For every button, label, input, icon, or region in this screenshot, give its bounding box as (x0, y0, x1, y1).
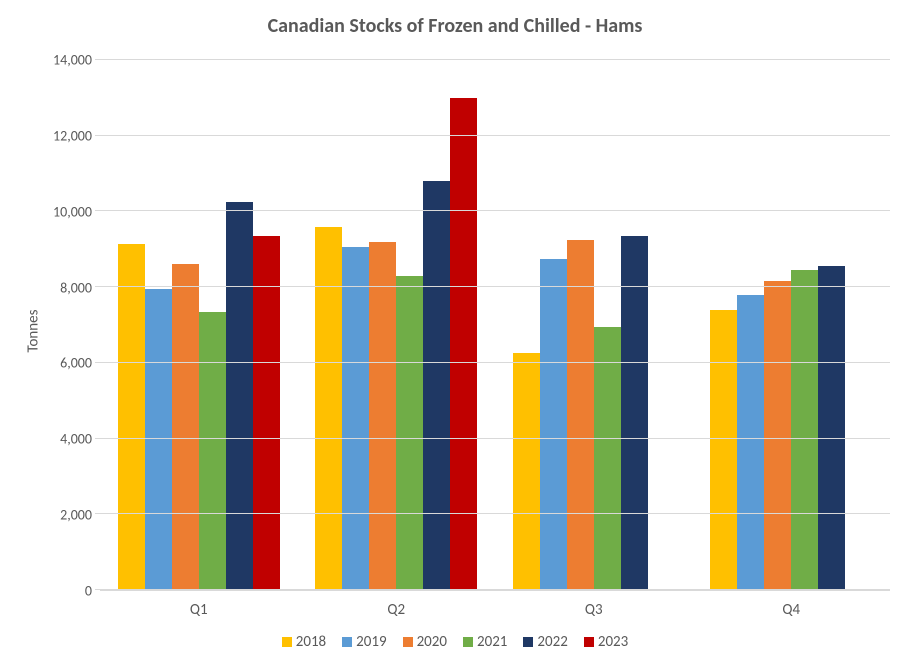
bar (396, 276, 423, 590)
bar-group (100, 60, 298, 590)
bar (450, 98, 477, 590)
y-tickmark (95, 438, 100, 439)
bar (764, 281, 791, 590)
legend-swatch (584, 637, 594, 647)
y-tickmark (95, 59, 100, 60)
bar (315, 227, 342, 590)
legend-swatch (463, 637, 473, 647)
bar-groups (100, 60, 890, 590)
bar (118, 244, 145, 590)
gridline (100, 286, 890, 287)
legend-swatch (282, 637, 292, 647)
bar (145, 289, 172, 590)
y-tick-label: 6,000 (40, 355, 92, 372)
bar (253, 236, 280, 590)
bar (513, 353, 540, 590)
y-tickmark (95, 513, 100, 514)
legend: 2018 2019 2020 2021 2022 2023 (0, 633, 910, 651)
gridline (100, 59, 890, 60)
bar (226, 202, 253, 590)
bar (567, 240, 594, 590)
legend-item: 2020 (403, 633, 447, 651)
bar (710, 310, 737, 590)
x-tick-label: Q3 (495, 601, 693, 619)
bar (737, 295, 764, 590)
bar (172, 264, 199, 590)
bar (594, 327, 621, 590)
x-tick-label: Q2 (298, 601, 496, 619)
y-axis: 02,0004,0006,0008,00010,00012,00014,000 (40, 60, 100, 591)
legend-label: 2018 (296, 633, 326, 651)
gridline (100, 589, 890, 590)
plot-area (100, 60, 890, 591)
legend-item: 2023 (584, 633, 628, 651)
bar-group (298, 60, 496, 590)
bar (423, 181, 450, 590)
y-tickmark (95, 210, 100, 211)
legend-item: 2021 (463, 633, 507, 651)
y-tick-label: 0 (40, 583, 92, 600)
legend-item: 2018 (282, 633, 326, 651)
plot-wrapper: 02,0004,0006,0008,00010,00012,00014,000 (40, 60, 890, 591)
gridline (100, 362, 890, 363)
legend-swatch (342, 637, 352, 647)
legend-label: 2023 (598, 633, 628, 651)
x-tick-label: Q1 (100, 601, 298, 619)
gridline (100, 513, 890, 514)
legend-item: 2022 (523, 633, 567, 651)
y-tick-label: 8,000 (40, 279, 92, 296)
legend-label: 2022 (537, 633, 567, 651)
legend-label: 2021 (477, 633, 507, 651)
y-tick-label: 4,000 (40, 431, 92, 448)
legend-label: 2020 (417, 633, 447, 651)
y-tickmark (95, 362, 100, 363)
y-tickmark (95, 589, 100, 590)
legend-swatch (523, 637, 533, 647)
bar-group (693, 60, 891, 590)
x-axis-labels: Q1Q2Q3Q4 (100, 601, 890, 619)
bar-group (495, 60, 693, 590)
bar (199, 312, 226, 590)
y-tickmark (95, 135, 100, 136)
y-tickmark (95, 286, 100, 287)
bar (818, 266, 845, 590)
gridline (100, 210, 890, 211)
chart-container: Canadian Stocks of Frozen and Chilled - … (0, 0, 910, 661)
gridline (100, 135, 890, 136)
legend-item: 2019 (342, 633, 386, 651)
bar (342, 247, 369, 590)
y-tick-label: 12,000 (40, 127, 92, 144)
bar (540, 259, 567, 590)
legend-label: 2019 (356, 633, 386, 651)
y-tick-label: 10,000 (40, 203, 92, 220)
bar (791, 270, 818, 590)
y-tick-label: 2,000 (40, 507, 92, 524)
bar (369, 242, 396, 590)
x-tick-label: Q4 (693, 601, 891, 619)
bar (621, 236, 648, 590)
legend-swatch (403, 637, 413, 647)
y-tick-label: 14,000 (40, 52, 92, 69)
gridline (100, 438, 890, 439)
chart-title: Canadian Stocks of Frozen and Chilled - … (0, 0, 910, 46)
